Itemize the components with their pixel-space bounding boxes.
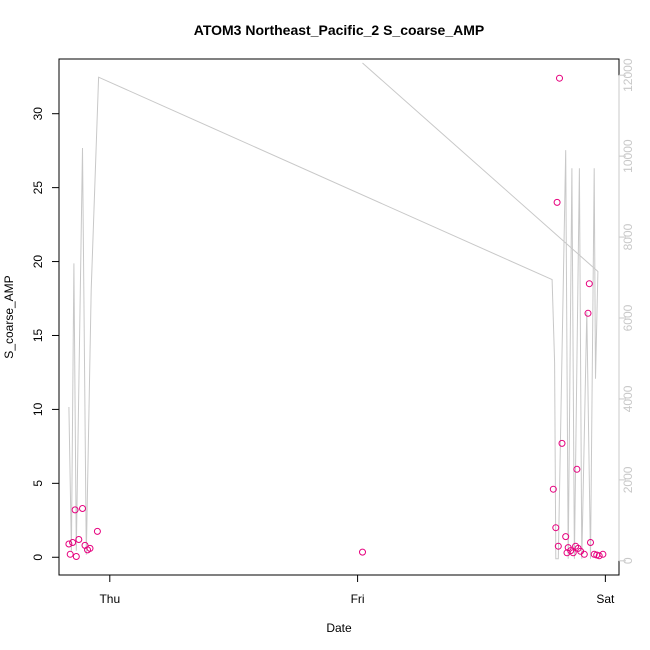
y-tick-label-left: 20 [31,255,45,269]
data-point [554,542,562,550]
data-point [573,465,581,473]
y-tick-label-right: 4000 [621,385,635,412]
data-point [75,536,83,543]
data-point [66,550,74,558]
y-tick-label-left: 0 [31,554,45,561]
data-point [599,550,607,558]
y-tick-label-left: 5 [31,480,45,487]
y-axis-left: 0 5 10 15 20 25 30 [31,107,60,561]
series-line-path [68,62,599,560]
data-point [71,506,79,514]
chart-title: ATOM3 Northeast_Pacific_2 S_coarse_AMP [194,22,485,38]
x-tick-label: Fri [351,592,365,606]
y-axis-right: 0 2000 4000 6000 8000 10000 12000 [618,58,635,564]
data-point [72,553,80,560]
y-tick-label-right: 2000 [621,466,635,493]
series-line [68,62,599,560]
data-point [585,280,593,288]
data-point [556,74,563,82]
data-point [558,439,566,447]
y-tick-label-right: 10000 [621,139,635,173]
data-point [69,539,77,546]
data-point [584,309,592,317]
x-axis: Thu Fri Sat [99,574,615,606]
data-point [549,485,557,493]
series-points [65,74,607,560]
y-tick-label-left: 15 [31,328,45,342]
data-point [569,549,577,557]
plot-area [58,58,620,576]
data-point [580,550,588,558]
data-point [587,539,594,546]
y-tick-label-right: 6000 [621,304,635,331]
y-tick-label-left: 10 [31,402,45,416]
y-tick-label-left: 30 [31,107,45,121]
data-point [86,544,94,552]
data-point [595,552,603,560]
y-tick-label-right: 8000 [621,223,635,250]
data-point [79,505,86,512]
x-tick-label: Thu [99,592,120,606]
data-point [562,533,570,541]
x-tick-label: Sat [596,592,615,606]
y-tick-label-left: 25 [31,181,45,195]
data-point [65,540,73,548]
x-axis-label: Date [326,621,352,635]
y-tick-label-right: 12000 [621,58,635,92]
data-point [553,198,561,206]
y-tick-label-right: 0 [621,557,635,564]
data-point [93,527,101,535]
data-point [359,548,366,556]
y-axis-label: S_coarse_AMP [2,275,16,358]
data-point [552,524,560,532]
